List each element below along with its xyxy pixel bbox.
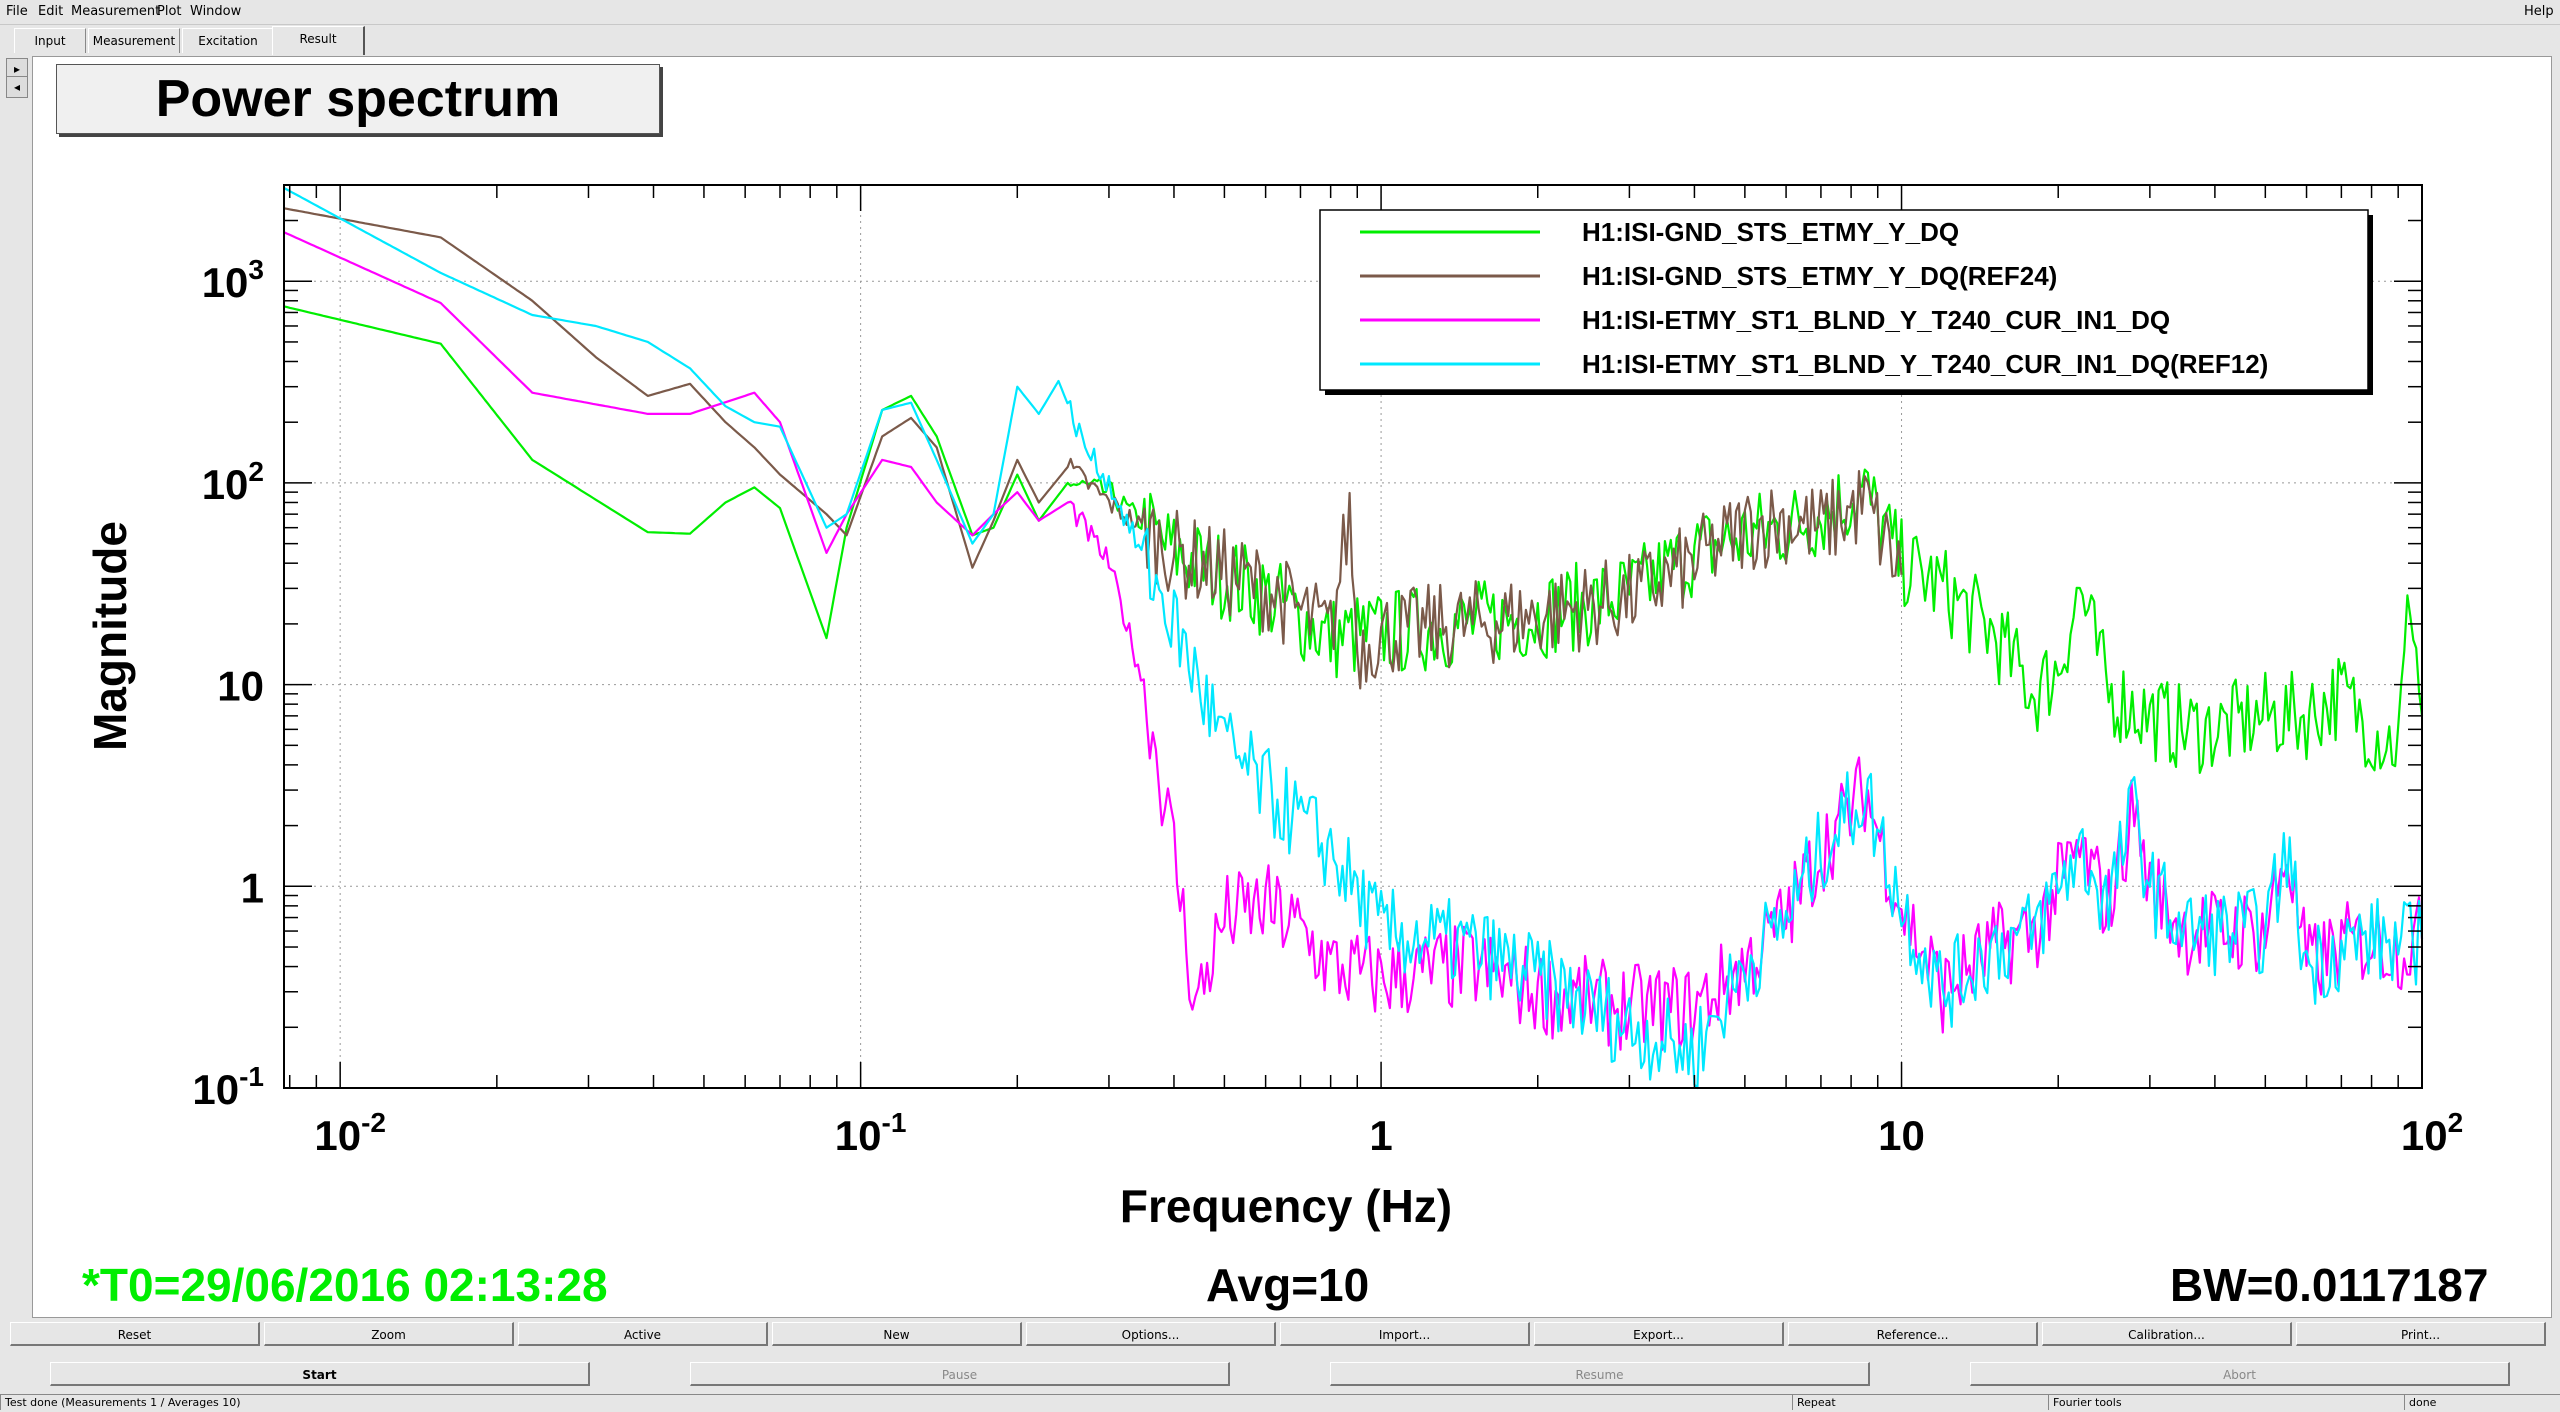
menu-help[interactable]: Help	[2524, 4, 2554, 19]
tab-input[interactable]: Input	[14, 28, 86, 53]
reference-button[interactable]: Reference...	[1788, 1322, 2038, 1346]
zoom-button[interactable]: Zoom	[264, 1322, 514, 1346]
series-line-3	[283, 187, 2424, 1090]
active-button[interactable]: Active	[518, 1322, 768, 1346]
menu-file[interactable]: File	[6, 4, 28, 19]
legend-label-0: H1:ISI-GND_STS_ETMY_Y_DQ	[1582, 217, 1959, 247]
bw-readout: BW=0.0117187	[2170, 1259, 2489, 1311]
x-tick-label: 102	[2401, 1107, 2463, 1159]
x-axis-label: Frequency (Hz)	[1120, 1180, 1452, 1232]
menu-plot[interactable]: Plot	[157, 4, 182, 19]
new-button[interactable]: New	[772, 1322, 1022, 1346]
avg-readout: Avg=10	[1206, 1259, 1370, 1311]
y-tick-label: 103	[202, 254, 264, 306]
status-repeat: Repeat	[1792, 1394, 2048, 1410]
x-tick-label: 10-2	[314, 1107, 386, 1159]
chart-series	[283, 187, 2424, 1090]
status-bar: Test done (Measurements 1 / Averages 10)…	[0, 1392, 2560, 1412]
y-tick-label: 102	[202, 456, 264, 508]
y-tick-label: 10-1	[192, 1061, 264, 1113]
t0-readout: *T0=29/06/2016 02:13:28	[82, 1259, 608, 1311]
x-tick-label: 10-1	[835, 1107, 907, 1159]
status-state: done	[2404, 1394, 2560, 1410]
y-tick-label: 1	[241, 864, 264, 911]
status-message: Test done (Measurements 1 / Averages 10)	[0, 1394, 1792, 1410]
x-tick-label: 1	[1369, 1112, 1392, 1159]
options-button[interactable]: Options...	[1026, 1322, 1276, 1346]
control-button-row: Start Pause Resume Abort	[0, 1362, 2560, 1388]
chart-legend: H1:ISI-GND_STS_ETMY_Y_DQ H1:ISI-GND_STS_E…	[1319, 209, 2373, 395]
plot-frame	[283, 184, 2423, 1089]
legend-label-1: H1:ISI-GND_STS_ETMY_Y_DQ(REF24)	[1582, 261, 2057, 291]
status-fourier-tools: Fourier tools	[2048, 1394, 2404, 1410]
plot-title: Power spectrum	[56, 64, 660, 134]
menu-edit[interactable]: Edit	[38, 4, 64, 19]
y-axis-label: Magnitude	[84, 521, 136, 751]
menu-bar: File Edit Measurement Plot Window Help	[0, 0, 2560, 25]
series-line-1	[283, 207, 1903, 690]
collapse-left-icon[interactable]: ◂	[6, 76, 28, 98]
import-button[interactable]: Import...	[1280, 1322, 1530, 1346]
tab-bar: Input Measurement Excitation Result	[0, 26, 2560, 56]
plot-button-row: Reset Zoom Active New Options... Import.…	[0, 1322, 2560, 1348]
tab-excitation[interactable]: Excitation	[182, 28, 274, 53]
y-tick-label: 10	[217, 663, 264, 710]
expand-right-icon[interactable]: ▸	[6, 58, 28, 80]
calibration-button[interactable]: Calibration...	[2042, 1322, 2292, 1346]
resume-button[interactable]: Resume	[1330, 1362, 1870, 1386]
print-button[interactable]: Print...	[2296, 1322, 2546, 1346]
export-button[interactable]: Export...	[1534, 1322, 1784, 1346]
pause-button[interactable]: Pause	[690, 1362, 1230, 1386]
x-tick-label: 10	[1878, 1112, 1925, 1159]
tab-measurement[interactable]: Measurement	[88, 28, 180, 53]
abort-button[interactable]: Abort	[1970, 1362, 2510, 1386]
start-button[interactable]: Start	[50, 1362, 590, 1386]
reset-button[interactable]: Reset	[10, 1322, 260, 1346]
menu-measurement[interactable]: Measurement	[71, 4, 161, 19]
legend-box	[1319, 209, 2369, 391]
legend-label-2: H1:ISI-ETMY_ST1_BLND_Y_T240_CUR_IN1_DQ	[1582, 305, 2170, 335]
series-line-0	[283, 305, 2424, 774]
menu-window[interactable]: Window	[190, 4, 242, 19]
legend-label-3: H1:ISI-ETMY_ST1_BLND_Y_T240_CUR_IN1_DQ(R…	[1582, 349, 2268, 379]
series-line-2	[283, 231, 2424, 1052]
tab-result[interactable]: Result	[272, 26, 365, 55]
